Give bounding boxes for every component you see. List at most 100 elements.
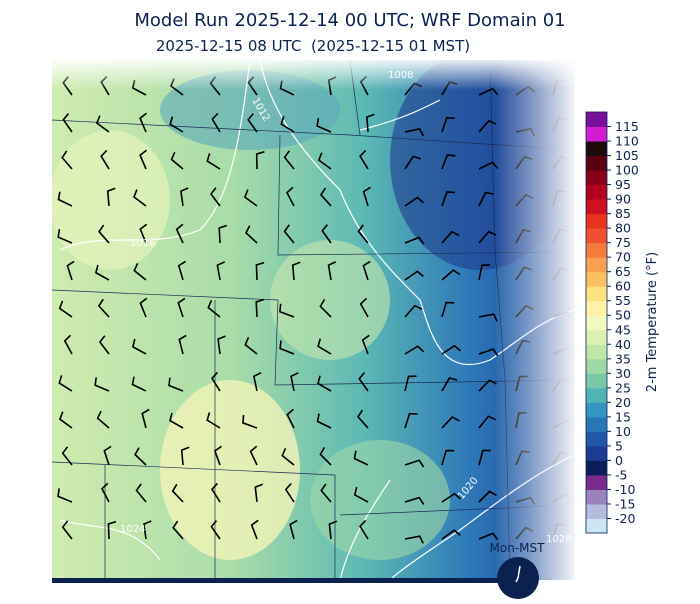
colorbar-tick-label: 50: [615, 308, 631, 323]
colorbar-tick-label: 115: [615, 119, 639, 134]
colorbar-cell: [586, 373, 607, 389]
colorbar-tick-label: 80: [615, 221, 631, 236]
colorbar-cell: [586, 518, 607, 534]
wind-barb: [361, 334, 370, 355]
colorbar-tick-label: 20: [615, 395, 631, 410]
colorbar-frame: [585, 111, 608, 534]
wind-barb: [280, 116, 295, 133]
wind-barb: [255, 151, 265, 170]
wind-barb: [281, 447, 295, 466]
clock-hands: [515, 565, 521, 583]
wind-barb: [353, 486, 369, 503]
colorbar-tick-label: 15: [615, 409, 631, 424]
colorbar-tick-label: -10: [615, 482, 635, 497]
wind-barb: [135, 483, 147, 503]
wind-barb: [57, 488, 73, 503]
isobar-label: 1028: [546, 534, 571, 545]
wind-barb: [180, 187, 189, 207]
wind-barb: [317, 338, 332, 355]
wind-barb: [441, 230, 460, 244]
colorbar-cell: [586, 170, 607, 186]
colorbar-label: 2-m Temperature (°F): [645, 252, 660, 392]
wind-barb: [478, 415, 497, 429]
colorbar-cell: [586, 242, 607, 258]
colorbar-tick-label: -20: [615, 511, 635, 526]
colorbar: 1151101051009590858075706560555045403530…: [585, 111, 639, 534]
wind-barb: [58, 375, 73, 392]
wind-barb: [98, 224, 110, 244]
colorbar-tick-label: 35: [615, 351, 631, 366]
wind-barb: [441, 529, 461, 540]
colorbar-cell: [586, 402, 607, 418]
colorbar-cell: [586, 358, 607, 374]
wind-barb: [217, 335, 226, 355]
wind-barb: [404, 304, 423, 318]
colorbar-cell: [586, 257, 607, 273]
colorbar-cell: [586, 329, 607, 345]
wind-barb: [478, 379, 497, 392]
colorbar-cell: [586, 126, 607, 142]
wind-barb: [404, 535, 424, 544]
wind-barb: [478, 119, 497, 133]
colorbar-tick-label: 60: [615, 279, 631, 294]
wind-barb: [58, 300, 73, 318]
wind-barb: [366, 113, 375, 133]
wind-barb: [404, 345, 425, 355]
wind-barb: [207, 299, 221, 318]
wind-barb: [249, 445, 258, 466]
colorbar-cell: [586, 344, 607, 360]
wind-barb: [131, 338, 147, 355]
colorbar-tick-label: 5: [615, 438, 623, 453]
wind-barb: [319, 187, 332, 207]
colorbar-cell: [586, 112, 607, 128]
wind-barb: [175, 223, 184, 244]
wind-barb: [245, 225, 258, 244]
wind-barb: [404, 127, 425, 137]
wind-barb: [62, 113, 73, 133]
wind-barb: [328, 520, 338, 540]
wind-barb: [279, 303, 295, 318]
wind-barb: [283, 224, 295, 244]
wind-barb: [404, 236, 425, 245]
wind-barb: [213, 445, 222, 466]
title: Model Run 2025-12-14 00 UTC; WRF Domain …: [134, 10, 565, 31]
colorbar-cell: [586, 213, 607, 229]
wind-barb: [61, 150, 73, 170]
isobar-label: 1024: [120, 524, 145, 535]
wind-barb: [441, 191, 456, 207]
wind-barb: [441, 116, 455, 133]
wind-barb: [242, 414, 258, 429]
wind-barb: [286, 186, 295, 207]
wind-barb: [404, 412, 418, 429]
wind-barb: [244, 336, 258, 355]
wind-barb: [169, 412, 184, 429]
wind-barb: [478, 191, 494, 207]
colorbar-tick-label: 110: [615, 134, 639, 149]
wind-barb: [441, 301, 455, 318]
wind-barb: [404, 375, 417, 392]
wind-barb: [210, 482, 221, 503]
colorbar-cell: [586, 416, 607, 432]
wind-barb: [359, 519, 369, 540]
wind-barb: [139, 149, 147, 170]
wind-barb: [358, 372, 369, 392]
colorbar-cell: [586, 155, 607, 171]
wind-barb: [133, 262, 147, 281]
wind-barb: [216, 261, 226, 281]
colorbar-cell: [586, 387, 607, 403]
wind-barb: [143, 520, 152, 540]
wind-barb: [357, 224, 369, 244]
wind-barb: [210, 520, 221, 540]
wind-barb: [255, 261, 265, 281]
wind-barb: [478, 230, 497, 244]
wind-barb: [362, 260, 371, 281]
wind-barb: [404, 270, 424, 281]
wind-barb: [478, 490, 497, 503]
wind-barb: [441, 154, 456, 170]
colorbar-cell: [586, 460, 607, 476]
colorbar-tick-label: 45: [615, 322, 631, 337]
wind-barb: [61, 446, 73, 466]
wind-barb: [100, 149, 110, 170]
wind-barb: [356, 409, 369, 429]
